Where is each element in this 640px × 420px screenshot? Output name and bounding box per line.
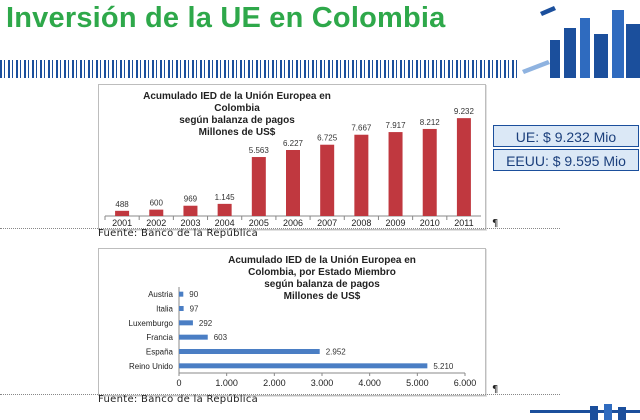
bar <box>179 291 184 297</box>
chart-title-line: según balanza de pagos <box>264 279 380 290</box>
chart-title-line: Millones de US$ <box>198 127 276 138</box>
x-tick-label: 2001 <box>112 218 132 228</box>
bar-value-label: 488 <box>115 200 129 209</box>
ied-by-member-state-chart-title: Acumulado IED de la Unión Europea en Col… <box>99 255 485 303</box>
bar-value-label: 97 <box>190 305 199 314</box>
bar <box>179 363 428 369</box>
bar <box>251 157 266 216</box>
bar <box>217 203 232 216</box>
x-tick-label: 1.000 <box>215 378 238 388</box>
x-tick-label: 2009 <box>386 218 406 228</box>
bar-value-label: 7.917 <box>386 121 407 130</box>
bar-value-label: 5.210 <box>433 362 454 371</box>
bar-value-label: 8.212 <box>420 118 441 127</box>
chart-title-line: Colombia <box>214 103 260 114</box>
pilcrow-mark: ¶ <box>492 218 499 229</box>
x-tick-label: 4.000 <box>358 378 381 388</box>
bar <box>179 349 320 354</box>
bar <box>149 209 164 216</box>
chart-title-line: Acumulado IED de la Unión Europea en <box>143 91 331 102</box>
ied-by-year-chart: Acumulado IED de la Unión Europea en Col… <box>98 84 486 230</box>
x-tick-label: 6.000 <box>454 378 477 388</box>
source-line-1: Fuente: Banco de la República <box>0 228 560 239</box>
y-tick-label: Reino Unido <box>129 362 174 371</box>
source-label: Fuente: Banco de la República <box>98 228 259 239</box>
source-label: Fuente: Banco de la República <box>98 394 259 405</box>
x-tick-label: 2002 <box>146 218 166 228</box>
bar <box>422 128 437 216</box>
x-tick-label: 2005 <box>249 218 269 228</box>
bar-value-label: 603 <box>214 333 228 342</box>
slide-title: Inversión de la UE en Colombia <box>6 2 446 34</box>
x-tick-label: 2003 <box>180 218 200 228</box>
bar <box>456 118 471 216</box>
city-skyline-decoration-bottom <box>530 404 640 420</box>
bar-value-label: 969 <box>184 195 198 204</box>
bar-value-label: 6.725 <box>317 134 338 143</box>
x-tick-label: 2007 <box>317 218 337 228</box>
bar <box>286 149 300 216</box>
bar <box>354 134 369 216</box>
chart-title-line: según balanza de pagos <box>179 115 295 126</box>
bar-value-label: 600 <box>150 199 164 208</box>
bar-value-label: 5.563 <box>249 146 270 155</box>
bar-value-label: 292 <box>199 319 213 328</box>
bar-value-label: 1.145 <box>215 193 236 202</box>
y-tick-label: Francia <box>146 333 173 342</box>
ied-by-member-state-plot: 90 Austria 97 Italia 292 Luxemburgo 603 Francia… <box>129 287 477 388</box>
bar-value-label: 7.667 <box>351 124 372 133</box>
y-tick-label: Luxemburgo <box>129 319 174 328</box>
y-tick-label: España <box>146 348 174 357</box>
ue-total-box: UE: $ 9.232 Mio <box>493 125 639 147</box>
bar-value-label: 2.952 <box>326 348 347 357</box>
bar-value-label: 9.232 <box>454 107 475 116</box>
x-tick-label: 2010 <box>420 218 440 228</box>
x-tick-label: 5.000 <box>406 378 429 388</box>
pilcrow-mark: ¶ <box>492 384 499 395</box>
eeuu-total-box: EEUU: $ 9.595 Mio <box>493 149 639 171</box>
city-skyline-decoration <box>520 0 640 78</box>
ied-by-year-plot: 488 2001 600 2002 969 2003 1.145 2004 5.563 2005 6… <box>104 107 481 228</box>
x-tick-label: 2006 <box>283 218 303 228</box>
bar <box>115 210 130 216</box>
bar <box>183 205 198 216</box>
chart-title-line: Colombia, por Estado Miembro <box>248 267 396 278</box>
x-tick-label: 3.000 <box>311 378 334 388</box>
bar-value-label: 6.227 <box>283 139 304 148</box>
bar <box>320 144 335 216</box>
x-tick-label: 2004 <box>215 218 235 228</box>
bar-value-label: 90 <box>189 290 198 299</box>
bar <box>179 320 193 326</box>
bar <box>388 132 403 216</box>
chart-title-line: Acumulado IED de la Unión Europea en <box>228 255 416 266</box>
x-tick-label: 2008 <box>351 218 371 228</box>
ied-by-year-chart-title: Acumulado IED de la Unión Europea en Col… <box>99 91 485 139</box>
bar <box>179 334 208 340</box>
x-tick-label: 0 <box>176 378 181 388</box>
bar <box>179 306 184 311</box>
y-tick-label: Italia <box>156 305 173 314</box>
ied-by-member-state-chart: Acumulado IED de la Unión Europea en Col… <box>98 248 486 396</box>
x-tick-label: 2.000 <box>263 378 286 388</box>
source-line-2: Fuente: Banco de la República <box>0 394 560 405</box>
x-tick-label: 2011 <box>454 218 473 228</box>
y-tick-label: Austria <box>148 290 173 299</box>
chart-title-line: Millones de US$ <box>283 291 361 302</box>
decorative-barcode-strip <box>0 60 640 78</box>
